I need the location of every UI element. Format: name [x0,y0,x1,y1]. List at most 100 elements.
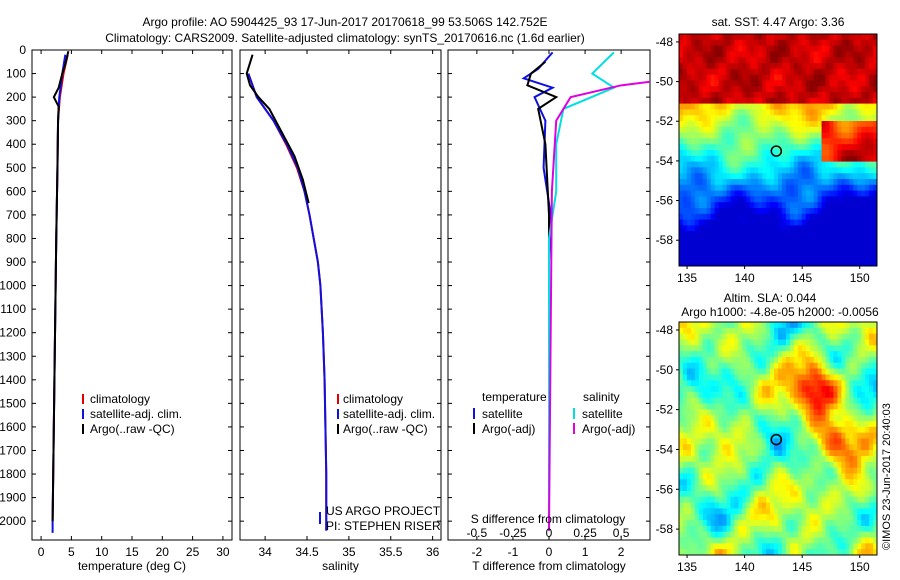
map-cell [801,63,807,70]
map-cell [778,514,783,521]
map-cell [813,34,819,41]
map-cell [758,213,763,221]
map-cell [746,237,751,244]
map-cell [710,467,716,474]
map-cell [821,345,827,352]
map-cell [821,339,827,346]
map-cell [785,126,791,134]
map-cell [718,537,724,544]
map-cell [726,461,731,469]
map-cell [809,248,815,255]
map-cell [746,86,751,93]
map-cell [730,502,735,509]
map-cell [865,103,870,110]
map-cell [694,68,700,76]
map-cell [865,190,870,197]
difference-xlabel: T difference from climatology [472,559,626,573]
map-cell [789,92,795,99]
map-cell [785,150,791,157]
map-cell [849,374,854,381]
map-cell [750,415,755,422]
map-cell [785,45,791,52]
map-cell [690,138,696,145]
map-cell [679,39,684,47]
map-cell [706,103,712,110]
map-cell [849,339,854,346]
map-cell [821,432,827,440]
map-cell [837,386,842,393]
map-cell [714,397,720,405]
map-cell [774,144,779,151]
map-cell [774,74,779,81]
map-cell [730,138,735,145]
map-cell [774,479,779,486]
map-cell [694,231,700,238]
map-cell [694,444,700,451]
map-cell [766,525,771,533]
map-cell [718,409,724,416]
map-cell [710,374,716,381]
map-cell [706,184,712,192]
map-cell [706,380,712,387]
map-cell [686,409,692,416]
map-cell [706,138,712,145]
map-cell [734,421,739,428]
map-cell [738,202,743,209]
map-cell [845,121,850,128]
map-cell [801,391,807,399]
map-cell [829,184,834,192]
map-cell [706,374,712,381]
map-cell [754,161,759,168]
argo-position-marker [770,433,783,446]
map-cell [682,351,688,358]
map-cell [833,213,838,221]
map-cell [829,415,834,422]
map-cell [833,173,838,180]
map-cell [797,179,803,186]
map-cell [805,362,811,370]
map-cell [730,231,735,238]
map-cell [726,167,731,174]
map-cell [714,438,720,445]
map-cell [690,126,696,134]
map-cell [778,63,783,70]
map-cell [698,80,704,87]
map-cell [873,450,878,457]
map-cell [809,190,815,197]
map-cell [833,490,838,498]
map-cell [813,86,819,93]
map-cell [825,150,830,157]
map-cell [829,115,834,122]
map-cell [714,421,720,428]
map-cell [865,97,870,105]
map-cell [718,51,724,58]
map-cell [821,225,827,232]
map-cell [778,508,783,515]
map-cell [774,34,779,41]
map-cell [821,97,827,105]
map-cell [690,380,696,387]
map-cell [821,485,827,492]
map-cell [710,415,716,422]
map-cell [738,242,743,250]
map-cell [789,467,795,474]
map-cell [686,208,692,215]
map-cell [686,219,692,226]
map-cell [853,248,858,255]
map-cell [766,190,771,197]
map-cell [778,327,783,335]
map-cell [746,39,751,47]
map-cell [817,202,823,209]
map-cell [778,333,783,340]
map-cell [698,397,704,405]
map-cell [734,254,739,261]
map-cell [694,322,700,329]
map-cell [845,126,850,134]
map-cell [813,327,819,335]
map-cell [758,138,763,145]
map-cell [714,121,720,128]
map-cell [734,502,739,509]
map-cell [825,92,830,99]
map-cell [869,438,874,445]
map-cell [754,351,759,358]
